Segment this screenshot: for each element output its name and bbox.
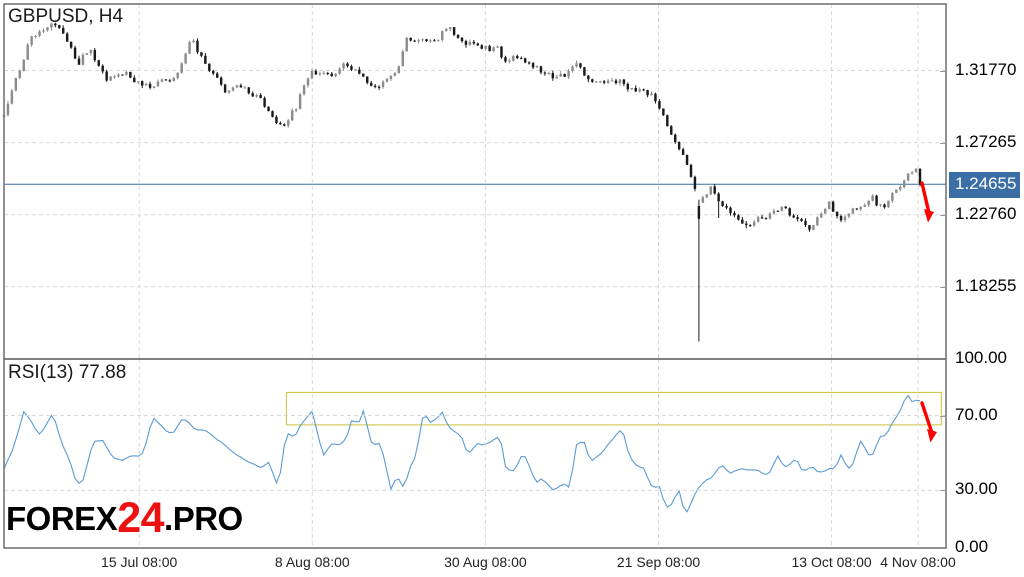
svg-text:FOREX24.PRO: FOREX24.PRO	[6, 495, 243, 542]
